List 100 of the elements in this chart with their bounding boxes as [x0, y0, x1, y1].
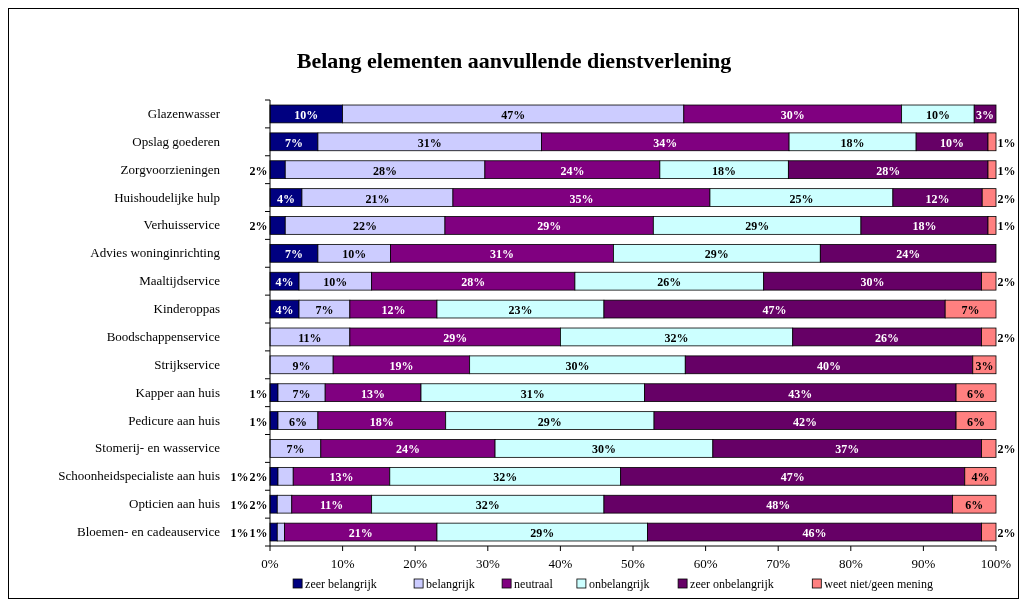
data-label: 2% [249, 498, 268, 513]
x-tick-label: 90% [911, 556, 936, 571]
data-label: 31% [489, 247, 514, 262]
y-tick-label: Pedicure aan huis [128, 412, 220, 428]
y-tick-label: Stomerij- en wasservice [95, 440, 221, 456]
data-label: 4% [275, 303, 294, 318]
data-label: 1% [230, 470, 249, 485]
data-label: 7% [961, 303, 980, 318]
data-label: 7% [284, 135, 303, 150]
data-label: 6% [965, 498, 984, 513]
data-label: 37% [835, 442, 860, 457]
legend-label: belangrijk [426, 577, 475, 591]
x-tick-label: 40% [548, 556, 573, 571]
data-label: 25% [789, 191, 814, 206]
data-label: 10% [323, 275, 348, 290]
data-label: 29% [537, 414, 562, 429]
data-label: 34% [653, 135, 678, 150]
data-label: 1% [230, 498, 249, 513]
data-label: 1% [249, 386, 268, 401]
data-label: 4% [276, 191, 295, 206]
data-label: 1% [249, 526, 268, 541]
y-tick-label: Boodschappenservice [106, 328, 221, 344]
y-tick-label: Opticien aan huis [129, 496, 220, 512]
data-label: 30% [780, 107, 805, 122]
data-label: 48% [766, 498, 791, 513]
y-tick-label: Kapper aan huis [135, 384, 220, 400]
y-tick-label: Bloemen- en cadeauservice [77, 524, 221, 540]
data-label: 29% [704, 247, 729, 262]
x-tick-label: 60% [693, 556, 718, 571]
data-label: 6% [967, 386, 986, 401]
y-tick-label: Kinderoppas [153, 301, 220, 317]
data-label: 24% [896, 247, 921, 262]
data-label: 31% [417, 135, 442, 150]
data-label: 30% [591, 442, 616, 457]
data-label: 21% [365, 191, 390, 206]
data-label: 21% [348, 526, 373, 541]
data-label: 11% [320, 498, 344, 513]
data-label: 28% [876, 163, 901, 178]
data-label: 6% [967, 414, 986, 429]
data-label: 32% [493, 470, 518, 485]
x-tick-label: 50% [621, 556, 646, 571]
data-label: 18% [369, 414, 394, 429]
data-label: 2% [997, 275, 1016, 290]
data-label: 24% [560, 163, 585, 178]
data-label: 26% [875, 330, 900, 345]
y-tick-label: Verhuisservice [143, 217, 221, 233]
data-label: 3% [976, 107, 995, 122]
data-label: 2% [249, 163, 268, 178]
data-label: 19% [389, 358, 414, 373]
data-label: 2% [997, 442, 1016, 457]
data-label: 3% [975, 358, 994, 373]
x-tick-label: 30% [475, 556, 500, 571]
data-label: 29% [443, 330, 468, 345]
x-tick-label: 0% [261, 556, 279, 571]
data-label: 2% [997, 191, 1016, 206]
data-label: 28% [373, 163, 398, 178]
data-label: 9% [292, 358, 311, 373]
data-label: 2% [997, 330, 1016, 345]
data-label: 24% [395, 442, 420, 457]
data-label: 13% [361, 386, 386, 401]
data-label: 12% [381, 303, 406, 318]
data-label: 18% [912, 219, 937, 234]
data-label: 1% [249, 414, 268, 429]
x-tick-label: 100% [980, 556, 1012, 571]
data-label: 40% [817, 358, 842, 373]
data-label: 23% [508, 303, 533, 318]
data-label: 32% [475, 498, 500, 513]
data-label: 30% [565, 358, 590, 373]
y-tick-label: Maaltijdservice [139, 273, 221, 289]
data-label: 1% [997, 163, 1016, 178]
data-label: 12% [925, 191, 950, 206]
y-tick-label: Schoonheidspecialiste aan huis [58, 468, 220, 484]
legend-label: weet niet/geen mening [824, 577, 933, 591]
chart-title: Belang elementen aanvullende dienstverlening [296, 48, 732, 73]
data-label: 2% [997, 526, 1016, 541]
data-label: 18% [712, 163, 737, 178]
data-label: 4% [971, 470, 990, 485]
data-label: 32% [664, 330, 689, 345]
data-label: 7% [315, 303, 334, 318]
legend-label: zeer onbelangrijk [690, 577, 774, 591]
data-label: 31% [520, 386, 545, 401]
x-tick-label: 80% [838, 556, 863, 571]
x-tick-label: 20% [403, 556, 428, 571]
y-tick-label: Zorgvoorzieningen [120, 161, 221, 177]
data-label: 29% [745, 219, 770, 234]
data-label: 47% [501, 107, 526, 122]
data-label: 1% [997, 135, 1016, 150]
data-label: 10% [294, 107, 319, 122]
data-label: 7% [286, 442, 305, 457]
data-label: 13% [329, 470, 354, 485]
data-label: 29% [537, 219, 562, 234]
data-label: 11% [298, 330, 322, 345]
data-label: 2% [249, 470, 268, 485]
data-label: 6% [288, 414, 307, 429]
legend-label: zeer belangrijk [305, 577, 377, 591]
data-label: 42% [793, 414, 818, 429]
y-tick-label: Strijkservice [154, 356, 221, 372]
data-label: 43% [788, 386, 813, 401]
y-tick-label: Advies woninginrichting [90, 245, 221, 261]
data-label: 18% [840, 135, 865, 150]
